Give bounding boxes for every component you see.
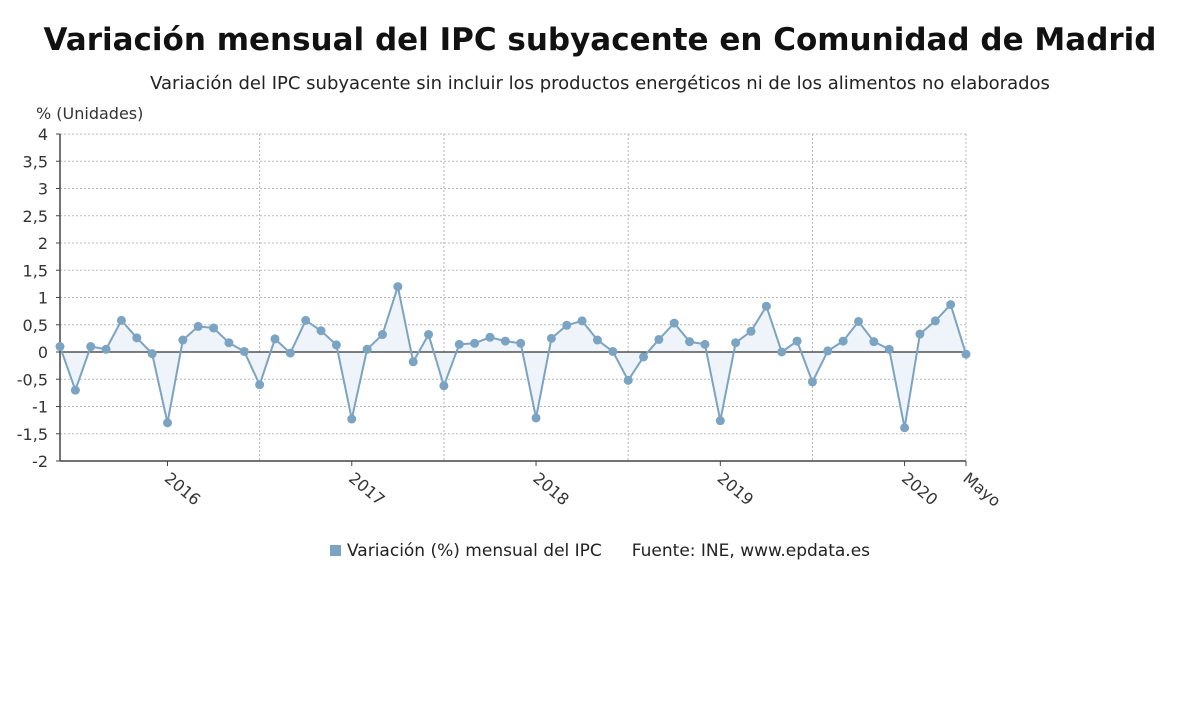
- y-tick-label: 0: [38, 343, 48, 362]
- y-tick-label: -1: [32, 398, 48, 417]
- data-point: [424, 330, 434, 340]
- data-point: [454, 339, 464, 349]
- data-point: [209, 323, 219, 333]
- data-point: [470, 338, 480, 348]
- data-point: [377, 330, 387, 340]
- data-point: [347, 414, 357, 424]
- data-point: [777, 347, 787, 357]
- y-axis-label: % (Unidades): [36, 104, 143, 123]
- source-note: Fuente: INE, www.epdata.es: [631, 541, 871, 561]
- legend-swatch: [329, 545, 341, 556]
- y-tick-label: 4: [38, 125, 48, 144]
- data-point: [193, 321, 203, 331]
- y-tick-label: 3: [38, 180, 48, 199]
- data-point: [930, 316, 940, 326]
- chart-title: Variación mensual del IPC subyacente en …: [43, 22, 1157, 58]
- data-point: [255, 380, 265, 390]
- data-point: [178, 335, 188, 345]
- data-point: [132, 333, 142, 343]
- chart-subtitle: Variación del IPC subyacente sin incluir…: [150, 73, 1050, 94]
- data-point: [623, 375, 633, 385]
- data-point: [224, 338, 234, 348]
- legend: Variación (%) mensual del IPC Fuente: INE…: [0, 541, 1200, 561]
- x-tick-label: 2018: [529, 469, 572, 510]
- data-point: [823, 346, 833, 356]
- data-point: [516, 338, 526, 348]
- data-point: [639, 352, 649, 362]
- x-tick-label: 2017: [345, 469, 388, 510]
- legend-series-label: Variación (%) mensual del IPC: [346, 541, 602, 561]
- data-point: [101, 344, 111, 354]
- data-point: [393, 282, 403, 292]
- y-tick-label: 1: [38, 289, 48, 308]
- y-tick-label: -2: [32, 452, 48, 471]
- data-point: [792, 336, 802, 346]
- data-point: [884, 344, 894, 354]
- x-tick-label: 2016: [161, 469, 204, 510]
- data-point: [270, 334, 280, 344]
- data-point: [70, 385, 80, 395]
- y-tick-label: 0,5: [23, 316, 48, 335]
- data-point: [700, 339, 710, 349]
- data-point: [669, 318, 679, 328]
- data-point: [577, 316, 587, 326]
- data-point: [715, 416, 725, 426]
- data-point: [316, 326, 326, 336]
- data-point: [485, 332, 495, 342]
- data-point: [854, 316, 864, 326]
- data-point: [869, 337, 879, 347]
- data-point: [961, 349, 971, 359]
- data-point: [685, 337, 695, 347]
- data-point: [147, 349, 157, 359]
- data-point: [807, 377, 817, 387]
- y-tick-label: 2,5: [23, 207, 48, 226]
- y-tick-label: -0,5: [17, 370, 48, 389]
- data-point: [301, 315, 311, 325]
- data-point: [746, 326, 756, 336]
- data-point: [946, 300, 956, 310]
- data-point: [331, 340, 341, 350]
- data-point: [285, 348, 295, 358]
- y-tick-label: 1,5: [23, 261, 48, 280]
- x-tick-label: Mayo: [959, 469, 1004, 511]
- data-point: [239, 346, 249, 356]
- x-tick-label: 2020: [898, 469, 941, 510]
- data-point: [838, 336, 848, 346]
- y-tick-label: 2: [38, 234, 48, 253]
- data-point: [900, 423, 910, 433]
- data-point: [562, 320, 572, 330]
- data-point: [546, 333, 556, 343]
- data-point: [162, 418, 172, 428]
- y-tick-label: -1,5: [17, 425, 48, 444]
- data-point: [439, 381, 449, 391]
- data-point: [116, 315, 126, 325]
- data-point: [500, 336, 510, 346]
- x-tick-label: 2019: [714, 469, 757, 510]
- data-point: [761, 301, 771, 311]
- data-point: [608, 346, 618, 356]
- data-point: [362, 344, 372, 354]
- data-point: [592, 335, 602, 345]
- data-point: [408, 357, 418, 367]
- data-point: [654, 334, 664, 344]
- data-point: [86, 342, 96, 352]
- data-point: [915, 329, 925, 339]
- data-point: [531, 413, 541, 423]
- data-point: [731, 338, 741, 348]
- data-point: [55, 342, 65, 352]
- y-tick-label: 3,5: [23, 152, 48, 171]
